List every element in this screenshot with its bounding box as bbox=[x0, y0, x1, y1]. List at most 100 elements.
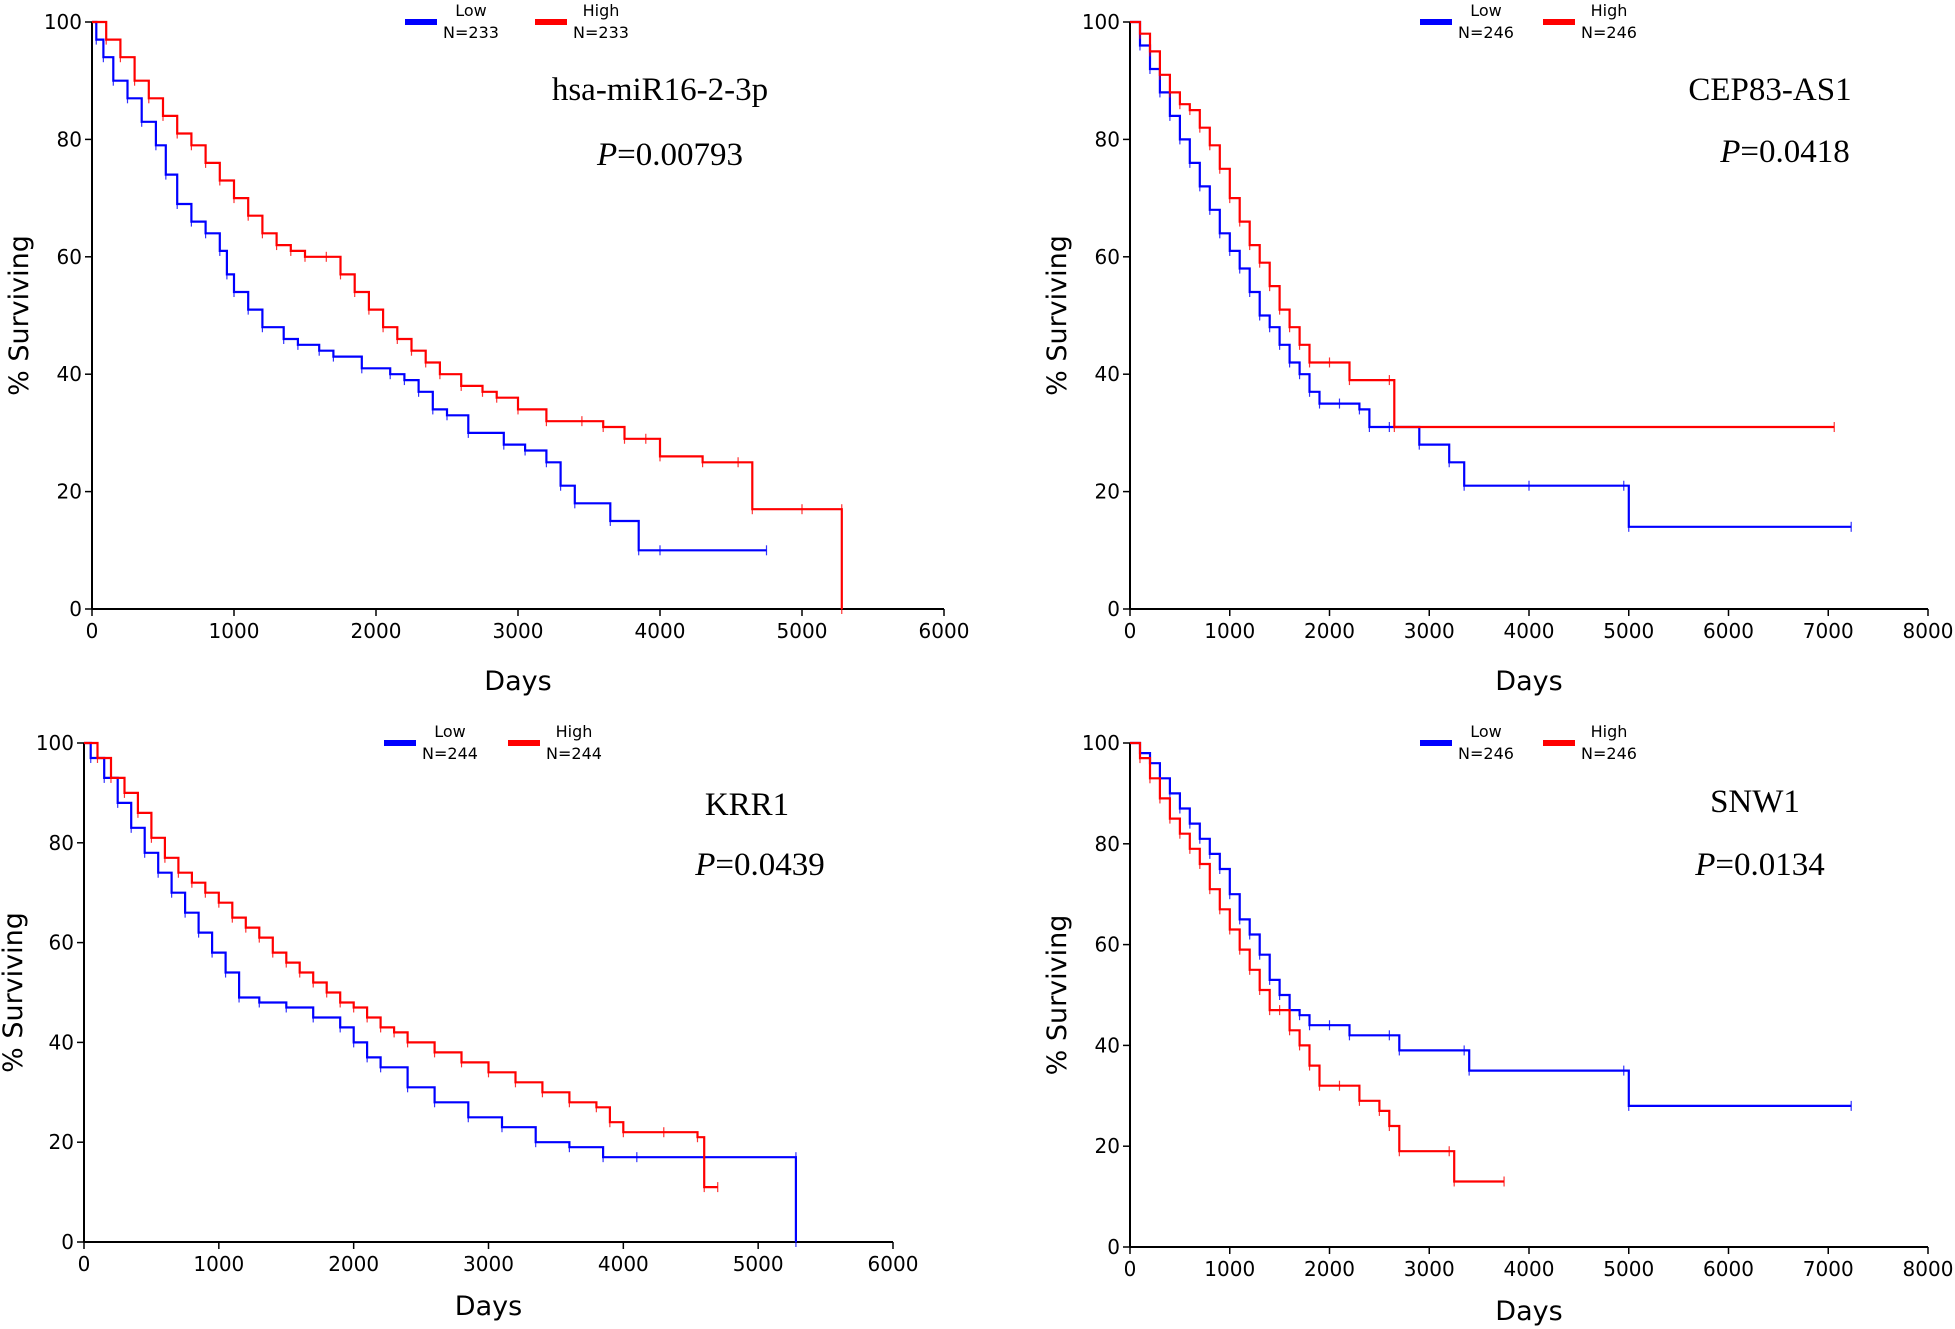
legend-label-low: Low bbox=[1470, 722, 1502, 741]
y-tick-label: 20 bbox=[57, 480, 82, 504]
x-tick-label: 1000 bbox=[193, 1252, 244, 1276]
x-axis-label: Days bbox=[484, 666, 551, 697]
y-axis-label: % Surviving bbox=[0, 912, 29, 1073]
y-axis-label: % Surviving bbox=[1042, 915, 1073, 1076]
legend-n-high: N=246 bbox=[1581, 23, 1637, 42]
survival-curve-high bbox=[84, 741, 718, 1189]
legend-n-low: N=246 bbox=[1458, 744, 1514, 763]
gene-title: KRR1 bbox=[705, 787, 789, 823]
x-tick-label: 4000 bbox=[635, 619, 686, 643]
y-tick-label: 100 bbox=[44, 10, 82, 34]
x-tick-label: 3000 bbox=[493, 619, 544, 643]
x-tick-label: 6000 bbox=[1703, 619, 1754, 643]
y-tick-label: 60 bbox=[1095, 933, 1120, 957]
x-tick-label: 2000 bbox=[1304, 1257, 1355, 1281]
p-value-text: P=0.0439 bbox=[694, 847, 825, 883]
x-tick-label: 0 bbox=[1124, 619, 1137, 643]
p-value-symbol: P bbox=[694, 847, 715, 883]
y-tick-label: 40 bbox=[49, 1030, 74, 1054]
x-tick-label: 1000 bbox=[209, 619, 260, 643]
legend-n-low: N=246 bbox=[1458, 23, 1514, 42]
x-tick-label: 4000 bbox=[1504, 1257, 1555, 1281]
x-axis-label: Days bbox=[455, 1291, 522, 1322]
p-value-text: P=0.0134 bbox=[1694, 847, 1825, 883]
gene-title: hsa-miR16-2-3p bbox=[552, 72, 768, 108]
x-tick-label: 1000 bbox=[1204, 619, 1255, 643]
survival-panel-1: 0 1000 2000 3000 4000 5000 6000 0 20 40 60 80 100 Day… bbox=[4, 1, 969, 697]
y-tick-label: 40 bbox=[1095, 362, 1120, 386]
x-tick-label: 1000 bbox=[1204, 1257, 1255, 1281]
survival-curve-low bbox=[1130, 741, 1852, 1107]
p-value-number: =0.0439 bbox=[715, 847, 824, 883]
y-tick-label: 80 bbox=[1095, 832, 1120, 856]
x-tick-label: 3000 bbox=[1404, 619, 1455, 643]
legend-label-high: High bbox=[583, 1, 620, 20]
survival-curve-low bbox=[84, 741, 797, 1242]
p-value-symbol: P bbox=[596, 137, 617, 173]
y-tick-label: 40 bbox=[57, 362, 82, 386]
y-tick-label: 60 bbox=[1095, 245, 1120, 269]
p-value-symbol: P bbox=[1694, 847, 1715, 883]
x-tick-label: 5000 bbox=[1603, 1257, 1654, 1281]
x-tick-label: 4000 bbox=[1504, 619, 1555, 643]
y-tick-label: 20 bbox=[1095, 1134, 1120, 1158]
x-tick-label: 3000 bbox=[463, 1252, 514, 1276]
y-tick-label: 0 bbox=[69, 597, 82, 621]
x-tick-label: 7000 bbox=[1803, 619, 1854, 643]
p-value-symbol: P bbox=[1719, 134, 1740, 170]
x-tick-label: 8000 bbox=[1903, 619, 1954, 643]
y-axis-label: % Surviving bbox=[4, 235, 35, 396]
p-value-number: =0.0134 bbox=[1715, 847, 1824, 883]
y-tick-label: 100 bbox=[1082, 10, 1120, 34]
legend-label-low: Low bbox=[434, 722, 466, 741]
y-tick-label: 0 bbox=[1107, 1235, 1120, 1259]
legend-label-low: Low bbox=[1470, 1, 1502, 20]
y-tick-label: 80 bbox=[57, 127, 82, 151]
y-tick-label: 20 bbox=[1095, 480, 1120, 504]
legend-label-high: High bbox=[1591, 722, 1628, 741]
y-tick-label: 80 bbox=[1095, 127, 1120, 151]
x-tick-label: 3000 bbox=[1404, 1257, 1455, 1281]
legend-label-high: High bbox=[1591, 1, 1628, 20]
survival-panel-2: 0 1000 2000 3000 4000 5000 6000 7000 8000 0 20 40 60… bbox=[1042, 1, 1953, 697]
x-tick-label: 7000 bbox=[1803, 1257, 1854, 1281]
x-tick-label: 2000 bbox=[328, 1252, 379, 1276]
x-tick-label: 5000 bbox=[1603, 619, 1654, 643]
y-tick-label: 0 bbox=[61, 1230, 74, 1254]
survival-panel-4: 0 1000 2000 3000 4000 5000 6000 7000 8000 0 20 40 60… bbox=[1042, 722, 1953, 1327]
x-tick-label: 8000 bbox=[1903, 1257, 1954, 1281]
p-value-text: P=0.0418 bbox=[1719, 134, 1850, 170]
y-tick-label: 60 bbox=[57, 245, 82, 269]
x-tick-label: 4000 bbox=[598, 1252, 649, 1276]
x-tick-label: 2000 bbox=[1304, 619, 1355, 643]
legend-n-low: N=233 bbox=[443, 23, 499, 42]
x-tick-label: 5000 bbox=[777, 619, 828, 643]
y-tick-label: 80 bbox=[49, 831, 74, 855]
x-tick-label: 6000 bbox=[1703, 1257, 1754, 1281]
x-axis-label: Days bbox=[1495, 666, 1562, 697]
gene-title: SNW1 bbox=[1710, 784, 1800, 820]
x-tick-label: 6000 bbox=[868, 1252, 919, 1276]
x-tick-label: 6000 bbox=[919, 619, 970, 643]
p-value-number: =0.0418 bbox=[1740, 134, 1849, 170]
x-tick-label: 5000 bbox=[733, 1252, 784, 1276]
legend-label-high: High bbox=[556, 722, 593, 741]
y-axis-label: % Surviving bbox=[1042, 235, 1073, 396]
x-tick-label: 0 bbox=[86, 619, 99, 643]
legend-label-low: Low bbox=[455, 1, 487, 20]
p-value-text: P=0.00793 bbox=[596, 137, 743, 173]
y-tick-label: 20 bbox=[49, 1130, 74, 1154]
x-tick-label: 2000 bbox=[351, 619, 402, 643]
x-axis-label: Days bbox=[1495, 1296, 1562, 1327]
y-tick-label: 60 bbox=[49, 931, 74, 955]
legend-n-high: N=246 bbox=[1581, 744, 1637, 763]
legend-n-low: N=244 bbox=[422, 744, 478, 763]
survival-panel-3: 0 1000 2000 3000 4000 5000 6000 0 20 40 60 80 100 Day… bbox=[0, 722, 918, 1322]
legend-n-high: N=244 bbox=[546, 744, 602, 763]
y-tick-label: 100 bbox=[1082, 731, 1120, 755]
legend-n-high: N=233 bbox=[573, 23, 629, 42]
gene-title: CEP83-AS1 bbox=[1688, 72, 1851, 108]
y-tick-label: 40 bbox=[1095, 1033, 1120, 1057]
y-tick-label: 0 bbox=[1107, 597, 1120, 621]
